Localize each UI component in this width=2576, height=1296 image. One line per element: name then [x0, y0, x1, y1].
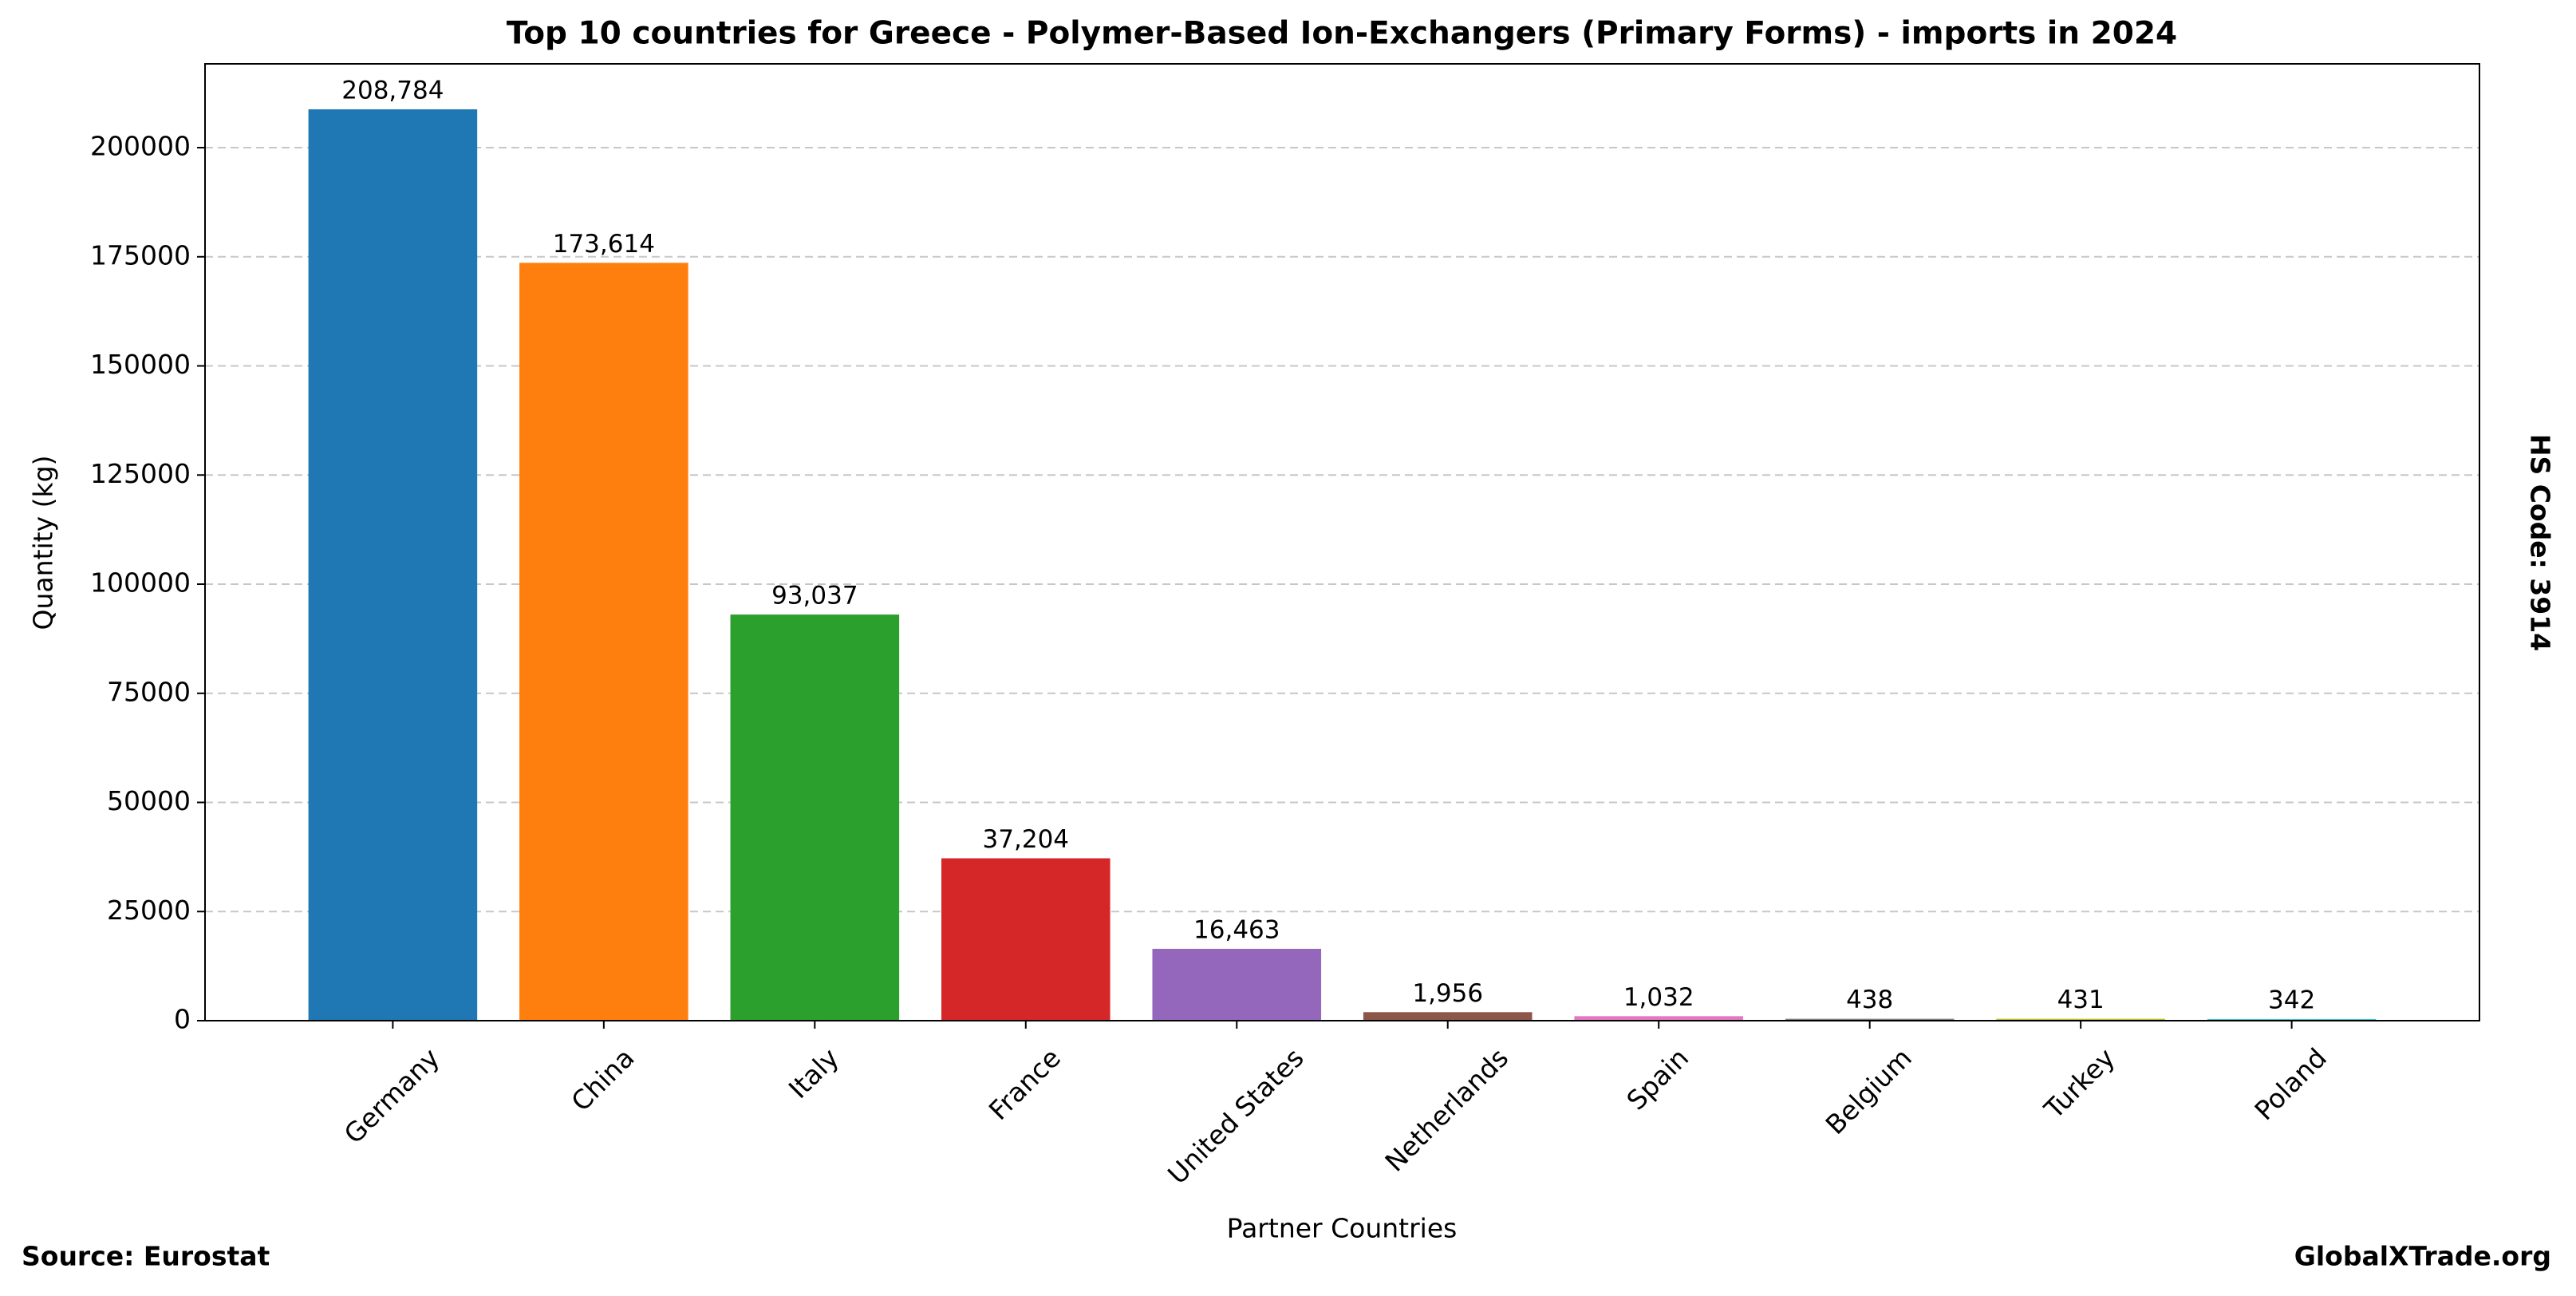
bar [1574, 1016, 1743, 1021]
bar [1996, 1018, 2165, 1021]
value-label: 37,204 [983, 825, 1069, 854]
value-label: 173,614 [553, 230, 655, 259]
bar [1363, 1012, 1533, 1021]
bar [1152, 948, 1322, 1021]
y-tick-label: 150000 [90, 349, 191, 380]
value-label: 1,956 [1412, 979, 1483, 1008]
source: Source: Eurostat [22, 1241, 270, 1272]
plot-frame [204, 63, 2480, 1021]
chart-title: Top 10 countries for Greece - Polymer-Ba… [507, 16, 2177, 52]
bar [730, 614, 900, 1021]
y-tick-label: 0 [174, 1004, 191, 1035]
value-label: 93,037 [771, 582, 858, 610]
side-note: HS Code: 3914 [2525, 434, 2556, 651]
site: GlobalXTrade.org [2294, 1241, 2551, 1272]
value-label: 208,784 [341, 76, 444, 105]
bar [519, 263, 688, 1021]
value-label: 431 [2057, 986, 2105, 1014]
bar [308, 109, 478, 1021]
x-axis-label: Partner Countries [1227, 1213, 1458, 1244]
y-tick-label: 50000 [107, 785, 191, 816]
y-tick-label: 25000 [107, 895, 191, 926]
y-tick-label: 200000 [90, 131, 191, 162]
y-tick-label: 75000 [107, 676, 191, 707]
value-label: 438 [1846, 986, 1893, 1014]
y-tick-label: 100000 [90, 567, 191, 599]
y-tick-label: 125000 [90, 458, 191, 489]
value-label: 16,463 [1193, 915, 1280, 944]
bar [941, 858, 1110, 1021]
y-axis-label: Quantity (kg) [28, 456, 59, 630]
bar [1785, 1018, 1955, 1021]
y-tick-label: 175000 [90, 239, 191, 271]
value-label: 1,032 [1623, 983, 1694, 1012]
value-label: 342 [2268, 986, 2315, 1015]
